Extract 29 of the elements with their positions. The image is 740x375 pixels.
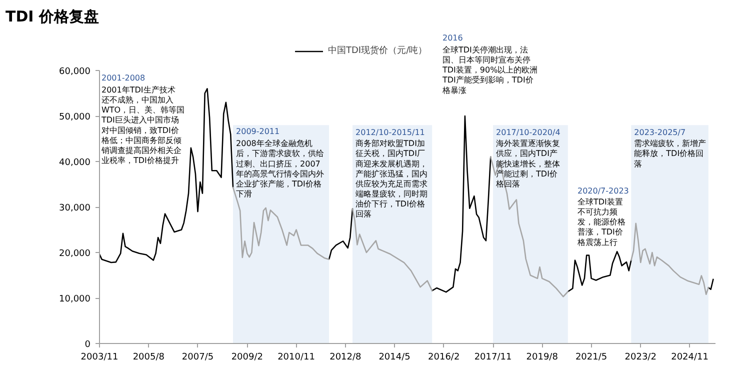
text: 2001-2008 2001年TDI生产技术还不成熟，中国加入WTO，日、美、韩等国TDI巨头进入中国市场对中国倾销，致TDI价格低；中国商务部反倾销调查提高国外相关企业税率，TDI价格提升 (102, 74, 185, 166)
y-tick-label: 40,000 (59, 158, 91, 168)
annotation: 2020/7-2023 全球TDI装置不可抗力频发，能源价格普涨，TDI价格震荡上行 (576, 186, 629, 247)
band-label: 2023-2025/7 需求端疲软，新增产能释放，TDI价格回落 (634, 128, 706, 168)
y-tick-label: 20,000 (59, 249, 91, 259)
y-tick-label: 50,000 (59, 112, 91, 122)
x-tick-label: 2017/11 (474, 352, 512, 362)
x-tick-label: 2010/11 (278, 352, 315, 362)
x-tick-label: 2021/5 (575, 352, 608, 362)
x-tick-label: 2012/8 (330, 352, 362, 362)
y-tick-label: 0 (84, 340, 91, 350)
x-tick-label: 2005/8 (132, 352, 165, 362)
y-tick-label: 10,000 (59, 294, 91, 304)
band-label: 2017/10-2020/4 海外装置逐渐恢复供应，国内TDI产能快速增长，整体产能过剩，TDI价格回落 (495, 128, 560, 188)
band-label: 2009-2011 2008年全球金融危机后，下游需求疲软，供给过剩、出口挤压，2007年的高景气行情令国内外企业扩张产能，TDI价格下滑 (236, 127, 324, 198)
x-tick-label: 2019/8 (526, 352, 558, 362)
annotation: 2016 全球TDI关停潮出现，法国、日本等同时宣布关停TDI装置，90%以上的欧洲TDI产能受到影响，TDI价格暴涨 (442, 34, 538, 95)
y-tick-label: 60,000 (59, 67, 91, 77)
x-tick-label: 2024/11 (671, 352, 708, 362)
legend-label: 中国TDI现货价（元/吨） (328, 44, 428, 57)
text: 2012/10-2015/11 商务部对欧盟TDI加征关税，国内TDI厂商迎来发展机遇期，产能扩张迅猛，国内供应较为充足而需求端略显疲软，同时期油价下行，TDI价格回落 (356, 128, 428, 219)
x-tick-label: 2016/2 (428, 352, 460, 362)
chart-title: TDI 价格复盘 (6, 8, 99, 26)
x-tick-label: 2007/5 (182, 352, 214, 362)
y-tick-label: 30,000 (59, 204, 91, 214)
x-tick-label: 2014/5 (378, 352, 410, 362)
x-tick-label: 2023/2 (624, 352, 656, 362)
x-tick-label: 2003/11 (80, 352, 118, 362)
x-tick-label: 2009/2 (231, 352, 264, 362)
